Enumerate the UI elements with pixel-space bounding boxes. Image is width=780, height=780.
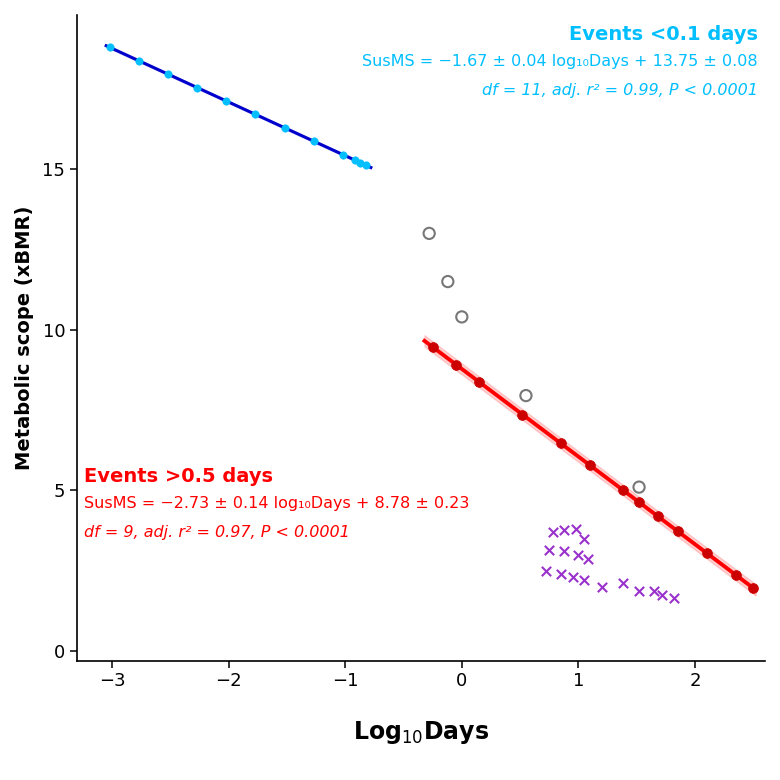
Text: Log$_{10}$Days: Log$_{10}$Days (353, 718, 489, 746)
Point (519, 389, 532, 402)
Point (558, 524, 571, 537)
Point (573, 548, 585, 561)
Point (337, 148, 349, 161)
Text: Events <0.1 days: Events <0.1 days (569, 25, 758, 44)
Point (349, 154, 361, 166)
Point (354, 157, 367, 169)
Point (441, 275, 454, 288)
Point (555, 568, 567, 580)
Point (672, 525, 684, 537)
Point (307, 135, 320, 147)
Point (700, 547, 713, 559)
Point (578, 532, 590, 544)
Point (633, 496, 645, 509)
Point (133, 55, 145, 67)
Text: SusMS = −2.73 ± 0.14 log₁₀Days + 8.78 ± 0.23: SusMS = −2.73 ± 0.14 log₁₀Days + 8.78 ± … (84, 496, 470, 511)
Point (540, 565, 552, 577)
Point (191, 81, 204, 94)
Text: df = 9, adj. r² = 0.97, P < 0.0001: df = 9, adj. r² = 0.97, P < 0.0001 (84, 525, 349, 540)
Point (543, 544, 555, 556)
Point (729, 569, 742, 581)
Point (104, 41, 116, 54)
Point (558, 545, 571, 558)
Point (547, 526, 559, 538)
Point (220, 94, 232, 107)
Point (555, 438, 567, 450)
Point (747, 582, 760, 594)
Point (249, 108, 261, 121)
Point (427, 341, 439, 353)
Text: SusMS = −1.67 ± 0.04 log₁₀Days + 13.75 ± 0.08: SusMS = −1.67 ± 0.04 log₁₀Days + 13.75 ±… (363, 54, 758, 69)
Point (582, 553, 594, 566)
Y-axis label: Metabolic scope (xBMR): Metabolic scope (xBMR) (15, 206, 34, 470)
Point (423, 227, 435, 239)
Point (633, 585, 645, 597)
Point (456, 310, 468, 323)
Point (584, 459, 597, 472)
Point (473, 376, 486, 388)
Point (578, 574, 590, 587)
Point (450, 358, 463, 370)
Point (161, 68, 174, 80)
Point (360, 159, 372, 172)
Text: df = 11, adj. r² = 0.99, P < 0.0001: df = 11, adj. r² = 0.99, P < 0.0001 (482, 83, 758, 98)
Point (656, 588, 668, 601)
Point (633, 481, 645, 494)
Point (278, 122, 291, 134)
Point (651, 510, 664, 523)
Point (668, 592, 680, 604)
Point (648, 585, 661, 597)
Point (516, 408, 529, 420)
Text: Events >0.5 days: Events >0.5 days (84, 467, 273, 486)
Point (616, 577, 629, 590)
Point (595, 580, 608, 593)
Point (570, 523, 583, 535)
Point (566, 571, 579, 583)
Point (616, 484, 629, 496)
